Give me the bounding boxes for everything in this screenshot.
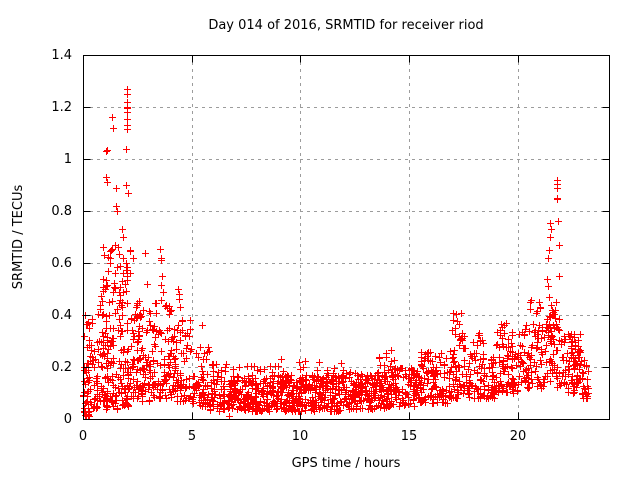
plot-frame bbox=[83, 55, 610, 420]
y-tick-label: 0.2 bbox=[51, 360, 72, 375]
chart-title: Day 014 of 2016, SRMTID for receiver rio… bbox=[208, 18, 483, 33]
x-tick-label: 15 bbox=[401, 429, 418, 444]
x-tick-label: 5 bbox=[188, 429, 196, 444]
y-tick-label: 1.2 bbox=[51, 100, 72, 115]
x-tick-label: 0 bbox=[79, 429, 87, 444]
x-axis-label: GPS time / hours bbox=[292, 456, 401, 471]
x-tick-label: 20 bbox=[510, 429, 527, 444]
y-tick-label: 1.4 bbox=[51, 48, 72, 63]
y-tick-label: 0.6 bbox=[51, 256, 72, 271]
scatter-points-SRMTID bbox=[80, 86, 592, 420]
y-tick-label: 0.4 bbox=[51, 308, 72, 323]
plot-border bbox=[83, 55, 610, 420]
x-tick-label: 10 bbox=[292, 429, 309, 444]
tick-labels: 0 5 10 15 20 0 0.2 0.4 0.6 0.8 1 1.2 1.4 bbox=[51, 48, 526, 444]
y-tick-label: 0 bbox=[64, 412, 72, 427]
y-axis-label: SRMTID / TECUs bbox=[11, 185, 26, 290]
y-tick-label: 1 bbox=[64, 152, 72, 167]
y-tick-label: 0.8 bbox=[51, 204, 72, 219]
data-points-layer bbox=[80, 86, 592, 420]
